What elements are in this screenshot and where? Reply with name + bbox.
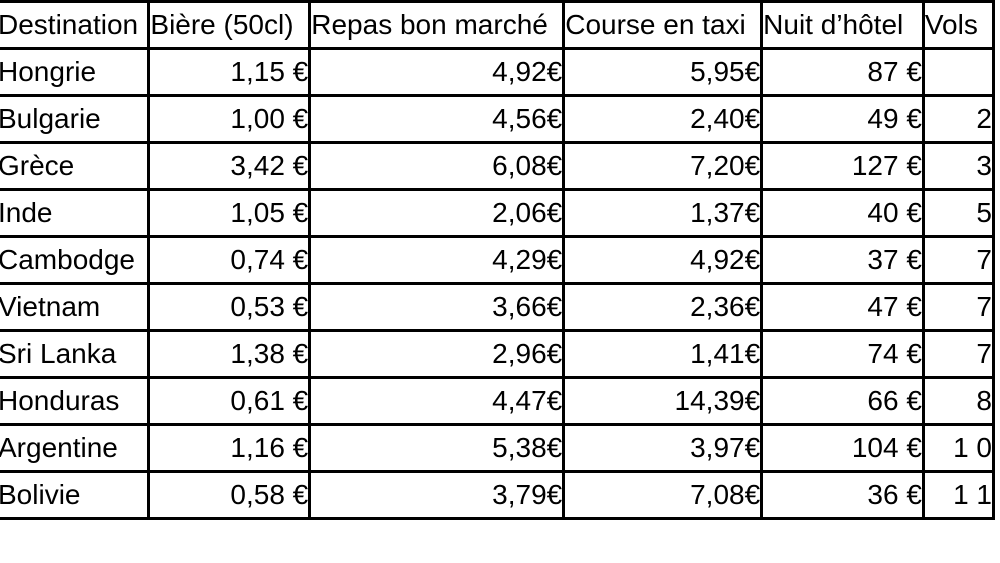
cell-taxi: 7,08€ <box>562 470 764 520</box>
cell-destination: Grèce <box>0 141 151 191</box>
cell-destination: Bolivie <box>0 470 151 520</box>
cell-repas: 5,38€ <box>308 423 566 473</box>
table-head: Destination Bière (50cl) Repas bon marché C… <box>0 0 996 50</box>
table-row: Sri Lanka 1,38 €2,96€ 1,41€ 74 €7 <box>0 329 996 379</box>
cell-destination: Honduras <box>0 376 151 426</box>
cell-destination: Sri Lanka <box>0 329 151 379</box>
cell-taxi: 1,37€ <box>562 188 764 238</box>
cell-destination: Bulgarie <box>0 94 151 144</box>
cell-destination: Cambodge <box>0 235 151 285</box>
cell-vols: 8 <box>921 376 996 426</box>
cell-nuit: 87 € <box>760 47 925 97</box>
cell-vols: 7 <box>921 282 996 332</box>
cell-nuit: 37 € <box>760 235 925 285</box>
table-row: Hongrie 1,15 €4,92€ 5,95€ 87 € <box>0 47 996 97</box>
cell-vols: 2 <box>921 94 996 144</box>
cell-repas: 4,29€ <box>308 235 566 285</box>
cell-vols: 1 1 <box>921 470 996 520</box>
cell-repas: 2,96€ <box>308 329 566 379</box>
cell-vols: 5 <box>921 188 996 238</box>
cell-destination: Vietnam <box>0 282 151 332</box>
cell-vols: 3 <box>921 141 996 191</box>
cell-nuit: 49 € <box>760 94 925 144</box>
cell-vols: 7 <box>921 329 996 379</box>
cell-biere: 1,05 € <box>147 188 312 238</box>
cell-nuit: 104 € <box>760 423 925 473</box>
cell-destination: Argentine <box>0 423 151 473</box>
cell-nuit: 74 € <box>760 329 925 379</box>
cell-taxi: 3,97€ <box>562 423 764 473</box>
table-row: Bolivie 0,58 €3,79€ 7,08€ 36 €1 1 <box>0 470 996 520</box>
cell-biere: 0,53 € <box>147 282 312 332</box>
cell-biere: 1,15 € <box>147 47 312 97</box>
cell-biere: 3,42 € <box>147 141 312 191</box>
cell-repas: 4,47€ <box>308 376 566 426</box>
cell-taxi: 14,39€ <box>562 376 764 426</box>
table-row: Honduras 0,61 €4,47€ 14,39€ 66 €8 <box>0 376 996 426</box>
cell-taxi: 5,95€ <box>562 47 764 97</box>
cell-nuit: 40 € <box>760 188 925 238</box>
cell-taxi: 1,41€ <box>562 329 764 379</box>
cell-taxi: 4,92€ <box>562 235 764 285</box>
cell-repas: 4,56€ <box>308 94 566 144</box>
cell-repas: 3,66€ <box>308 282 566 332</box>
cell-repas: 6,08€ <box>308 141 566 191</box>
table-row: Vietnam 0,53 €3,66€ 2,36€ 47 €7 <box>0 282 996 332</box>
cell-taxi: 7,20€ <box>562 141 764 191</box>
cell-taxi: 2,40€ <box>562 94 764 144</box>
column-header-nuit: Nuit d’hôtel <box>760 0 925 50</box>
cell-biere: 1,16 € <box>147 423 312 473</box>
cell-biere: 0,61 € <box>147 376 312 426</box>
cell-repas: 4,92€ <box>308 47 566 97</box>
table-row: Bulgarie 1,00 €4,56€ 2,40€ 49 €2 <box>0 94 996 144</box>
cell-biere: 0,58 € <box>147 470 312 520</box>
cell-vols: 7 <box>921 235 996 285</box>
cell-biere: 0,74 € <box>147 235 312 285</box>
cell-vols: 1 0 <box>921 423 996 473</box>
column-header-repas: Repas bon marché <box>308 0 566 50</box>
cell-nuit: 127 € <box>760 141 925 191</box>
table-body: Hongrie 1,15 €4,92€ 5,95€ 87 € Bulgarie 1,00 … <box>0 47 996 520</box>
header-row: Destination Bière (50cl) Repas bon marché C… <box>0 0 996 50</box>
column-header-vols: Vols <box>921 0 996 50</box>
column-header-biere: Bière (50cl) <box>147 0 312 50</box>
table-row: Inde 1,05 €2,06€ 1,37€ 40 €5 <box>0 188 996 238</box>
cost-table: Destination Bière (50cl) Repas bon marché C… <box>0 0 996 520</box>
cell-repas: 2,06€ <box>308 188 566 238</box>
cell-nuit: 47 € <box>760 282 925 332</box>
cell-nuit: 36 € <box>760 470 925 520</box>
cell-destination: Hongrie <box>0 47 151 97</box>
cell-biere: 1,00 € <box>147 94 312 144</box>
cell-repas: 3,79€ <box>308 470 566 520</box>
cell-vols <box>921 47 996 97</box>
cell-biere: 1,38 € <box>147 329 312 379</box>
table-row: Argentine 1,16 €5,38€ 3,97€ 104 €1 0 <box>0 423 996 473</box>
cell-destination: Inde <box>0 188 151 238</box>
column-header-destination: Destination <box>0 0 151 50</box>
cell-taxi: 2,36€ <box>562 282 764 332</box>
column-header-taxi: Course en taxi <box>562 0 764 50</box>
table-row: Grèce 3,42 €6,08€ 7,20€ 127 €3 <box>0 141 996 191</box>
table-row: Cambodge 0,74 €4,29€ 4,92€ 37 €7 <box>0 235 996 285</box>
cell-nuit: 66 € <box>760 376 925 426</box>
